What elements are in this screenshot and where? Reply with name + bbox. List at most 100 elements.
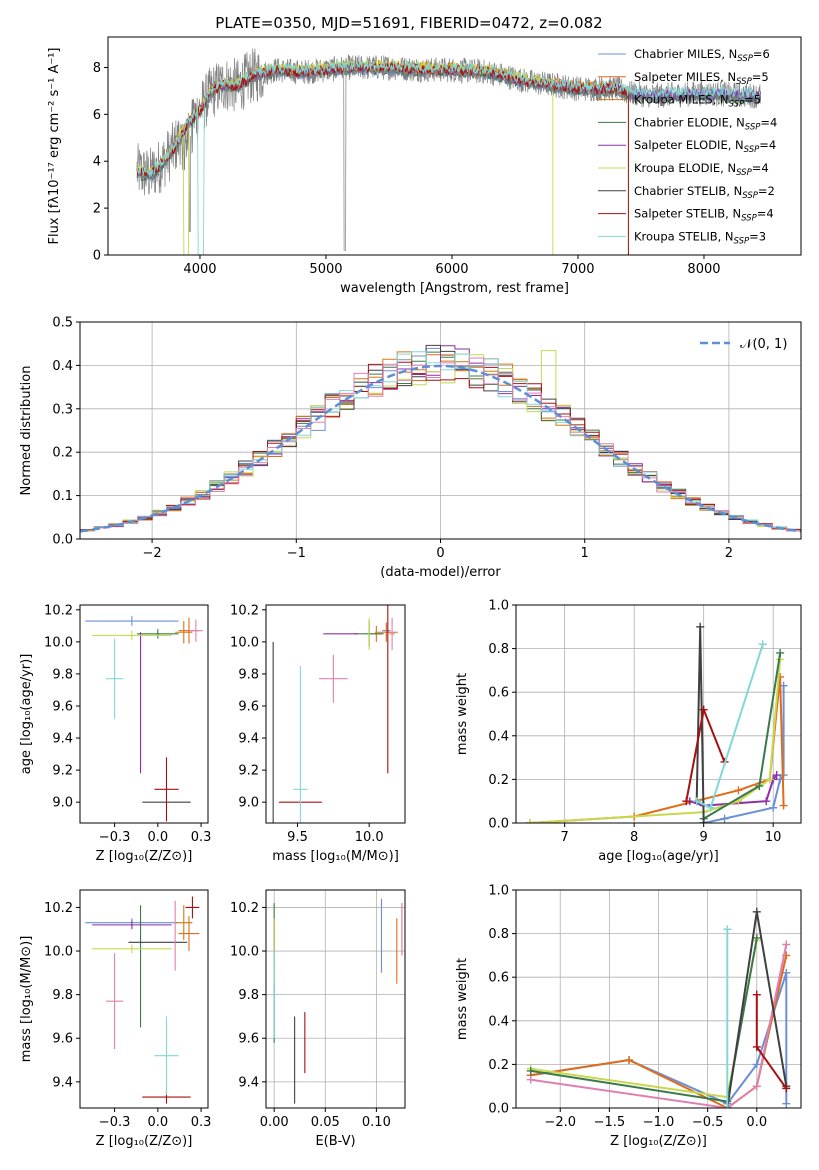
y-tick-label: 0.8 bbox=[488, 927, 509, 942]
y-tick-label: 0.2 bbox=[488, 773, 509, 788]
weight-marker bbox=[526, 1075, 535, 1084]
y-tick-label: 9.6 bbox=[238, 699, 259, 714]
x-tick-label: 0.3 bbox=[191, 830, 212, 845]
legend-entry: Salpeter MILES, NSSP=5 bbox=[634, 70, 769, 87]
legend-label: Kroupa ELODIE, N bbox=[634, 161, 736, 175]
weight-marker bbox=[692, 797, 701, 806]
y-tick-label: 2 bbox=[93, 202, 101, 217]
y-tick-label: 0.6 bbox=[488, 686, 509, 701]
legend-label: Salpeter STELIB, N bbox=[634, 207, 741, 221]
x-tick-label: −1 bbox=[287, 546, 306, 561]
x-tick-label: 6000 bbox=[435, 262, 468, 277]
legend-entry: Kroupa MILES, NSSP=5 bbox=[634, 93, 761, 110]
x-tick-label: 10.0 bbox=[355, 830, 384, 845]
legend-count: =5 bbox=[744, 93, 761, 107]
x-tick-label: 2 bbox=[725, 546, 733, 561]
plot-area bbox=[273, 898, 403, 1104]
weight-marker bbox=[782, 1099, 791, 1108]
y-axis-label: age [log₁₀(age/yr)] bbox=[19, 654, 34, 775]
x-tick-label: −1.0 bbox=[643, 1115, 675, 1130]
x-axis-label: (data-model)/error bbox=[380, 565, 501, 580]
x-tick-label: −2 bbox=[143, 546, 162, 561]
weight-marker bbox=[755, 781, 764, 790]
legend-subscript: SSP bbox=[736, 77, 752, 87]
weight-marker bbox=[696, 622, 705, 631]
legend-subscript: SSP bbox=[745, 122, 761, 132]
y-tick-label: 9.2 bbox=[238, 764, 259, 779]
normal-curve bbox=[80, 364, 801, 533]
x-tick-label: 0.00 bbox=[260, 1115, 289, 1130]
weight-line bbox=[755, 994, 788, 1089]
weight-marker bbox=[723, 1104, 732, 1108]
x-tick-label: 1 bbox=[581, 546, 589, 561]
x-tick-label: 0.10 bbox=[362, 1115, 391, 1130]
weight-marker bbox=[752, 933, 761, 942]
y-tick-label: 9.8 bbox=[238, 988, 259, 1003]
y-tick-label: 0.0 bbox=[488, 1102, 509, 1117]
legend-entry: Chabrier STELIB, NSSP=2 bbox=[634, 184, 775, 201]
weight-marker bbox=[752, 907, 761, 916]
y-tick-label: 10.2 bbox=[44, 901, 73, 916]
weight-line bbox=[530, 937, 758, 1103]
weight-marker bbox=[526, 1066, 535, 1075]
y-tick-label: 10.2 bbox=[230, 901, 259, 916]
y-tick-label: 0.5 bbox=[52, 316, 73, 331]
legend-count: =4 bbox=[757, 207, 774, 221]
x-axis-label: Z [log₁₀(Z/Z⊙)] bbox=[96, 849, 193, 864]
x-axis-label: Z [log₁₀(Z/Z⊙)] bbox=[96, 1134, 193, 1149]
y-tick-label: 0.1 bbox=[52, 489, 73, 504]
axes-frame bbox=[515, 604, 802, 824]
model-spectrum-line bbox=[136, 58, 554, 255]
y-tick-label: 9.4 bbox=[52, 1075, 73, 1090]
legend-entry: Salpeter STELIB, NSSP=4 bbox=[634, 207, 774, 224]
x-tick-label: 4000 bbox=[183, 262, 216, 277]
legend-entry: Chabrier ELODIE, NSSP=4 bbox=[634, 115, 777, 132]
y-tick-label: 9.2 bbox=[52, 764, 73, 779]
legend-entry: Salpeter ELODIE, NSSP=4 bbox=[634, 138, 776, 155]
y-tick-label: 9.8 bbox=[52, 988, 73, 1003]
y-axis-label: mass weight bbox=[455, 958, 470, 1040]
legend-subscript: SSP bbox=[742, 191, 758, 201]
weight-marker bbox=[769, 803, 778, 812]
y-tick-label: 9.0 bbox=[52, 796, 73, 811]
weight-marker bbox=[682, 797, 691, 806]
legend-label: Chabrier ELODIE, N bbox=[634, 115, 745, 129]
plot-area bbox=[136, 48, 762, 255]
x-axis-label: age [log₁₀(age/yr)] bbox=[598, 849, 719, 864]
model-spectrum-line bbox=[136, 59, 761, 255]
y-tick-label: 0.6 bbox=[488, 971, 509, 986]
weight-marker bbox=[782, 1084, 791, 1093]
axes-frame bbox=[265, 889, 406, 1109]
legend-subscript: SSP bbox=[734, 236, 750, 246]
panel-massweight_vs_age: 7 8 9 10 0.0 0.2 0.4 0.6 0.8 1.0 age [log₁₀(age/yr… bbox=[455, 599, 802, 864]
weight-marker bbox=[723, 925, 732, 934]
weight-marker bbox=[782, 940, 791, 949]
panel-mass_vs_EBV: 0.00 0.05 0.10 9.4 9.6 9.8 10.0 10.2 E(B-V) bbox=[230, 889, 406, 1149]
x-tick-label: −0.3 bbox=[99, 1115, 131, 1130]
weight-marker bbox=[752, 1082, 761, 1091]
plot-area bbox=[80, 344, 801, 533]
y-tick-label: 8 bbox=[93, 61, 101, 76]
weight-marker bbox=[779, 801, 788, 810]
x-tick-label: 0.0 bbox=[147, 1115, 168, 1130]
weight-line bbox=[530, 939, 758, 1099]
y-tick-label: 9.6 bbox=[238, 1032, 259, 1047]
y-tick-label: 9.8 bbox=[52, 667, 73, 682]
legend-subscript: SSP bbox=[729, 100, 745, 110]
y-tick-label: 0.3 bbox=[52, 402, 73, 417]
weight-line bbox=[530, 944, 788, 1108]
plot-area bbox=[85, 616, 203, 822]
x-tick-label: 0.0 bbox=[746, 1115, 767, 1130]
residual-histogram bbox=[80, 361, 801, 531]
y-axis-label: Flux [fλ10⁻¹⁷ erg cm⁻² s⁻¹ A⁻¹] bbox=[47, 48, 62, 245]
y-tick-label: 10.2 bbox=[230, 603, 259, 618]
x-tick-label: 0.3 bbox=[191, 1115, 212, 1130]
axes-frame bbox=[515, 889, 802, 1109]
legend-subscript: SSP bbox=[741, 214, 757, 224]
legend-label: Chabrier MILES, N bbox=[634, 47, 737, 61]
y-tick-label: 10.2 bbox=[44, 603, 73, 618]
weight-marker bbox=[625, 1056, 634, 1065]
weight-marker bbox=[752, 1042, 761, 1051]
x-axis-label: Z [log₁₀(Z/Z⊙)] bbox=[610, 1134, 707, 1149]
